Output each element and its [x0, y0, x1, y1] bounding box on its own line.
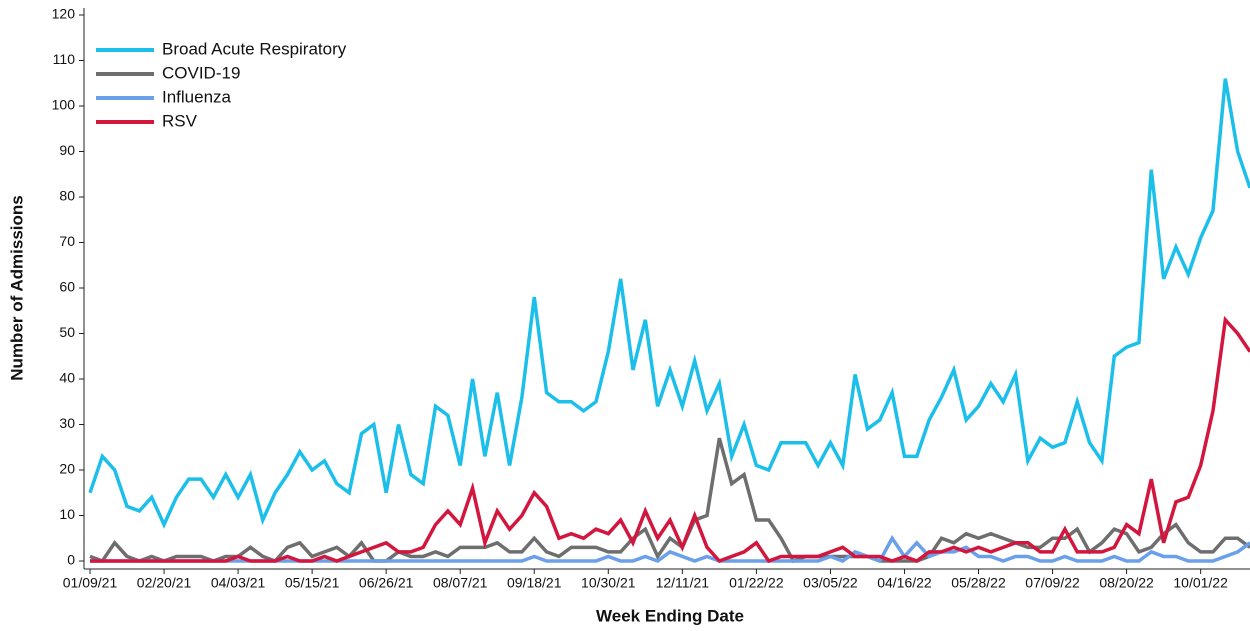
legend-text: COVID-19 [162, 63, 240, 82]
y-tick-label: 50 [59, 324, 75, 340]
x-tick-label: 04/03/21 [211, 575, 266, 591]
x-tick-label: 03/05/22 [803, 575, 858, 591]
x-tick-label: 06/26/21 [359, 575, 414, 591]
x-tick-label: 02/20/21 [137, 575, 192, 591]
x-tick-label: 10/30/21 [581, 575, 636, 591]
y-tick-label: 40 [59, 370, 75, 386]
series-line [88, 78, 1250, 529]
legend-text: Broad Acute Respiratory [162, 39, 347, 58]
legend-text: Influenza [162, 87, 232, 106]
y-tick-label: 10 [59, 506, 75, 522]
x-tick-label: 10/01/22 [1173, 575, 1228, 591]
x-tick-label: 05/15/21 [285, 575, 340, 591]
x-tick-label: 07/09/22 [1025, 575, 1080, 591]
series-line [90, 534, 1250, 564]
y-tick-label: 100 [52, 97, 76, 113]
x-tick-label: 05/28/22 [951, 575, 1006, 591]
y-tick-label: 20 [59, 461, 75, 477]
series-line [89, 437, 1250, 564]
x-tick-label: 12/11/21 [656, 575, 710, 591]
y-tick-label: 80 [59, 188, 75, 204]
legend-text: RSV [162, 111, 198, 130]
y-tick-label: 120 [52, 6, 76, 22]
y-tick-label: 60 [59, 279, 75, 295]
y-tick-label: 70 [59, 233, 75, 249]
x-tick-label: 08/07/21 [433, 575, 488, 591]
y-tick-label: 30 [59, 415, 75, 431]
y-axis-title: Number of Admissions [7, 195, 26, 380]
series-line [90, 315, 1250, 564]
x-axis-title: Week Ending Date [596, 606, 744, 625]
x-tick-label: 09/18/21 [507, 575, 562, 591]
x-tick-label: 04/16/22 [877, 575, 932, 591]
y-tick-label: 90 [59, 142, 75, 158]
y-tick-label: 110 [53, 51, 76, 67]
x-tick-label: 01/09/21 [63, 575, 118, 591]
y-tick-label: 0 [67, 552, 75, 568]
x-tick-label: 01/22/22 [729, 575, 784, 591]
x-tick-label: 08/20/22 [1099, 575, 1154, 591]
